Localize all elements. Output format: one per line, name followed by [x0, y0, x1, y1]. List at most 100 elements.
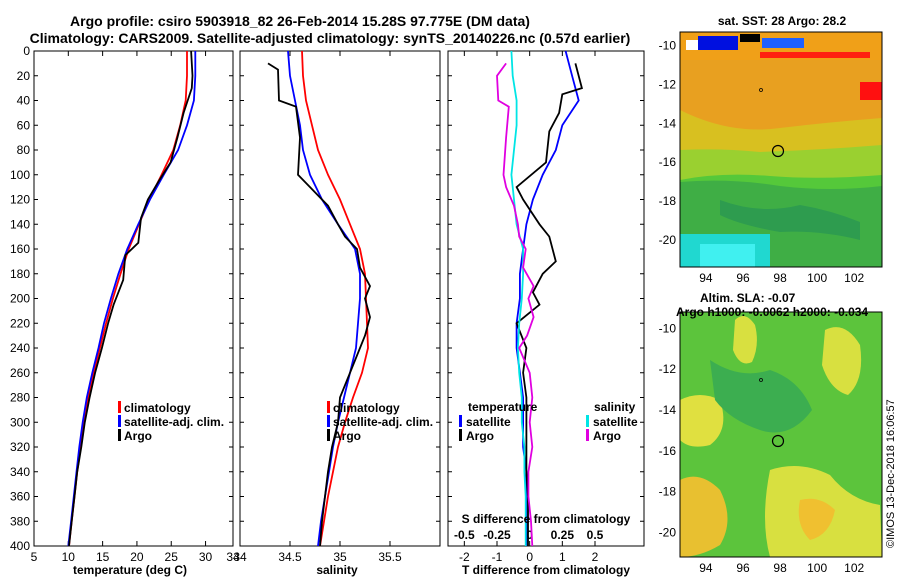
x-tick-label: 10 — [62, 550, 76, 564]
y-tick-label: 400 — [10, 539, 30, 553]
map-lon-label: 94 — [699, 561, 713, 575]
sst-yellow-region — [680, 110, 882, 160]
s-tick-label: 0.25 — [551, 528, 575, 542]
y-tick-label: 200 — [10, 292, 30, 306]
series-line — [510, 50, 527, 546]
x-tick-label: 35.5 — [378, 550, 402, 564]
salinity-panel-frame — [239, 50, 441, 547]
x-tick-label: 0 — [526, 550, 533, 564]
s-tick-label: -0.25 — [483, 528, 511, 542]
sla-argo-location-marker — [771, 434, 785, 448]
sst-darker-patch — [720, 200, 860, 240]
x-tick-label: -2 — [459, 550, 470, 564]
salinity-legend: climatology satellite-adj. clim. Argo — [327, 401, 433, 443]
map-lat-label: -14 — [659, 403, 677, 417]
sla-green-low — [710, 360, 812, 433]
map-lat-label: -16 — [659, 155, 677, 169]
legend-label-climatology: climatology — [333, 401, 400, 415]
temperature-xlabel: temperature (deg C) — [73, 563, 187, 577]
s-tick-label: 0 — [526, 528, 533, 542]
y-tick-label: 380 — [10, 514, 30, 528]
map-lat-label: -14 — [659, 116, 677, 130]
map-lon-label: 102 — [844, 561, 864, 575]
sla-map — [680, 312, 882, 557]
y-tick-label: 280 — [10, 391, 30, 405]
legend-label-climatology: climatology — [124, 401, 191, 415]
temperature-panel-frame — [33, 50, 234, 547]
y-tick-label: 260 — [10, 366, 30, 380]
map-lat-label: -20 — [659, 526, 677, 540]
map-lat-label: -18 — [659, 485, 677, 499]
title-line-1: Argo profile: csiro 5903918_82 26-Feb-20… — [70, 13, 530, 29]
series-line — [267, 62, 371, 547]
sla-orange-blob-2 — [798, 498, 835, 540]
x-tick-label: 34 — [233, 550, 247, 564]
map-lat-label: -10 — [659, 39, 677, 53]
x-tick-label: 2 — [592, 550, 599, 564]
y-tick-label: 300 — [10, 415, 30, 429]
s-tick-label: -0.5 — [454, 528, 475, 542]
sla-island-dot — [759, 378, 763, 382]
y-tick-label: 40 — [17, 94, 31, 108]
y-tick-label: 60 — [17, 118, 31, 132]
series-line — [68, 51, 188, 547]
y-tick-label: 0 — [23, 44, 30, 58]
sla-orange-blob — [680, 476, 728, 557]
y-tick-label: 140 — [10, 217, 30, 231]
legend-swatch-climatology — [118, 401, 121, 413]
difference-xlabel-top: S difference from climatology — [462, 512, 631, 526]
map-lat-label: -16 — [659, 444, 677, 458]
legend-title-salinity: salinity — [594, 400, 636, 414]
legend-label-satellite: satellite-adj. clim. — [333, 415, 433, 429]
series-line — [496, 62, 535, 547]
x-tick-label: 25 — [165, 550, 179, 564]
legend-swatch-s-satellite — [586, 415, 589, 427]
sla-title-1: Altim. SLA: -0.07 — [700, 291, 796, 305]
legend-label-t-argo: Argo — [466, 429, 494, 443]
s-tick-label: 0.5 — [587, 528, 604, 542]
sst-argo-location-marker — [771, 144, 785, 158]
map-lat-label: -18 — [659, 194, 677, 208]
series-line — [301, 50, 369, 547]
legend-swatch-climatology — [327, 401, 330, 413]
sst-map-title: sat. SST: 28 Argo: 28.2 — [718, 14, 847, 28]
legend-label-argo: Argo — [333, 429, 361, 443]
sst-red-streak — [760, 52, 870, 58]
legend-swatch-satellite — [327, 415, 330, 427]
map-lon-label: 102 — [844, 271, 864, 285]
legend-swatch-argo — [327, 429, 330, 441]
map-lon-label: 96 — [736, 271, 750, 285]
x-tick-label: 15 — [96, 550, 110, 564]
sst-land-mask — [740, 34, 760, 42]
series-line — [68, 50, 194, 547]
x-tick-label: 34.5 — [278, 550, 302, 564]
x-tick-label: 35 — [333, 550, 347, 564]
legend-swatch-satellite — [118, 415, 121, 427]
map-lon-label: 94 — [699, 271, 713, 285]
series-line — [287, 50, 361, 547]
map-lat-label: -12 — [659, 77, 677, 91]
difference-panel-frame — [447, 50, 645, 547]
legend-swatch-t-satellite — [459, 415, 462, 427]
y-tick-label: 320 — [10, 440, 30, 454]
sst-map — [680, 32, 882, 267]
y-tick-label: 80 — [17, 143, 31, 157]
y-tick-label: 360 — [10, 490, 30, 504]
x-tick-label: -1 — [492, 550, 503, 564]
sst-missing-white — [686, 40, 698, 50]
legend-swatch-s-argo — [586, 429, 589, 441]
y-tick-label: 160 — [10, 242, 30, 256]
sla-yellow-blob-3 — [822, 327, 862, 395]
y-tick-label: 180 — [10, 267, 30, 281]
x-tick-label: 5 — [31, 550, 38, 564]
map-lon-label: 100 — [807, 271, 827, 285]
sst-missing-blue-1 — [698, 36, 738, 50]
salinity-xlabel: salinity — [316, 563, 358, 577]
map-lon-label: 98 — [773, 561, 787, 575]
sst-transition-region — [680, 145, 882, 180]
legend-label-t-satellite: satellite — [466, 415, 511, 429]
sst-cyan-patch-2 — [700, 244, 755, 267]
legend-label-argo: Argo — [124, 429, 152, 443]
y-tick-label: 240 — [10, 341, 30, 355]
